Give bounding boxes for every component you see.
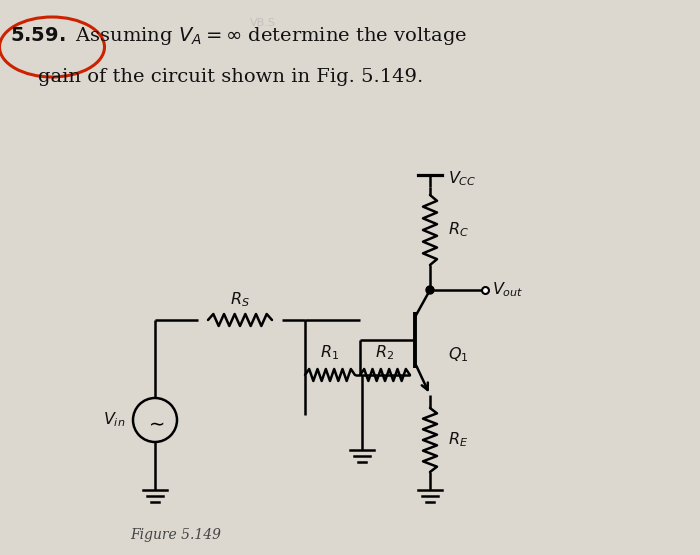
- Text: gain of the circuit shown in Fig. 5.149.: gain of the circuit shown in Fig. 5.149.: [38, 68, 423, 86]
- Text: $R_1$: $R_1$: [321, 344, 340, 362]
- Text: $\mathbf{5.59.}$ Assuming $V_A = \infty$ determine the voltage: $\mathbf{5.59.}$ Assuming $V_A = \infty$…: [10, 25, 467, 47]
- Text: $R_C$: $R_C$: [448, 221, 469, 239]
- Text: $Q_1$: $Q_1$: [448, 346, 468, 364]
- Text: $V_{out}$: $V_{out}$: [492, 281, 524, 299]
- Text: $V_{in}$: $V_{in}$: [103, 411, 125, 430]
- Text: Figure 5.149: Figure 5.149: [130, 528, 221, 542]
- Text: $\sim$: $\sim$: [145, 413, 165, 432]
- Text: $V_{CC}$: $V_{CC}$: [448, 170, 477, 188]
- Circle shape: [426, 286, 434, 294]
- Text: $R_E$: $R_E$: [448, 431, 468, 450]
- Text: $R_S$: $R_S$: [230, 291, 250, 309]
- Text: VB.S: VB.S: [250, 18, 276, 28]
- Text: $R_2$: $R_2$: [375, 344, 395, 362]
